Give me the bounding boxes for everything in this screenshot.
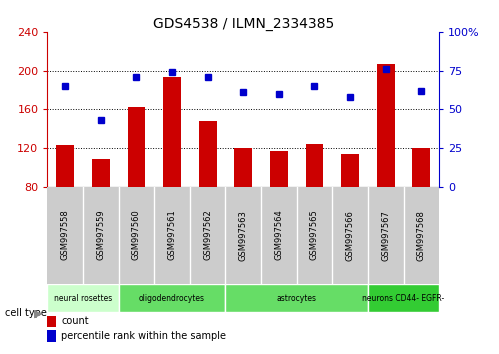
Bar [368,284,439,313]
Text: astrocytes: astrocytes [276,293,317,303]
Text: neural rosettes: neural rosettes [54,293,112,303]
Bar [128,107,145,187]
Bar [47,330,56,342]
Text: oligodendrocytes: oligodendrocytes [139,293,205,303]
Bar [199,121,217,187]
Text: GSM997562: GSM997562 [203,210,212,261]
Text: GSM997558: GSM997558 [61,210,70,261]
Title: GDS4538 / ILMN_2334385: GDS4538 / ILMN_2334385 [153,17,334,31]
Bar [47,284,119,313]
Text: ▶: ▶ [34,308,42,318]
Bar [305,144,323,187]
Text: GSM997561: GSM997561 [168,210,177,261]
Text: neurons CD44- EGFR-: neurons CD44- EGFR- [362,293,445,303]
Bar [119,284,226,313]
Text: GSM997559: GSM997559 [96,210,105,261]
Text: GSM997567: GSM997567 [381,210,390,261]
Bar [341,154,359,187]
Bar [235,148,252,187]
Bar [377,64,395,187]
Text: count: count [61,316,89,326]
Bar [47,315,56,327]
Bar [226,284,368,313]
Bar [56,145,74,187]
Text: GSM997568: GSM997568 [417,210,426,261]
Text: GSM997565: GSM997565 [310,210,319,261]
Text: GSM997564: GSM997564 [274,210,283,261]
Text: percentile rank within the sample: percentile rank within the sample [61,331,226,341]
Text: GSM997563: GSM997563 [239,210,248,261]
Bar [270,151,288,187]
Bar [163,77,181,187]
Text: GSM997560: GSM997560 [132,210,141,261]
Text: GSM997566: GSM997566 [346,210,355,261]
Text: cell type: cell type [5,308,47,318]
Bar [412,148,430,187]
Bar [92,159,110,187]
